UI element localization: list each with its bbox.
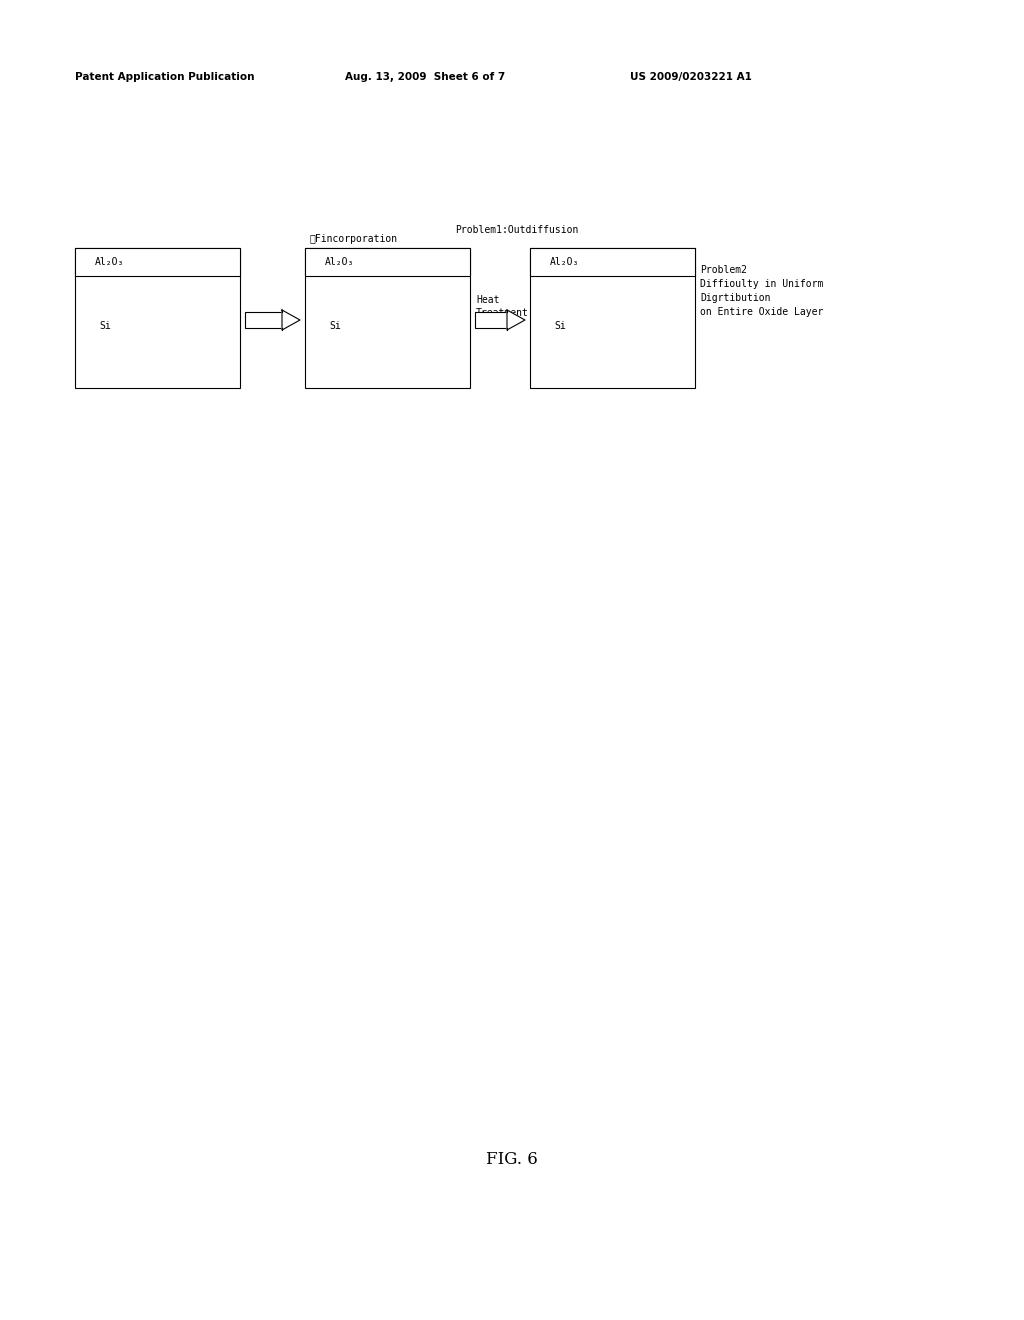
Text: Al₂O₃: Al₂O₃	[325, 257, 354, 267]
Polygon shape	[507, 310, 525, 330]
Text: Si: Si	[330, 321, 341, 331]
Polygon shape	[282, 310, 300, 330]
Text: Aug. 13, 2009  Sheet 6 of 7: Aug. 13, 2009 Sheet 6 of 7	[345, 73, 505, 82]
Text: ①Fincorporation: ①Fincorporation	[310, 234, 398, 244]
Bar	[305, 248, 470, 388]
Bar	[530, 248, 695, 388]
Text: Heat
Treatment: Heat Treatment	[476, 294, 528, 318]
Bar	[305, 248, 470, 276]
Bar	[75, 248, 240, 388]
Text: Problem1:Outdiffusion: Problem1:Outdiffusion	[455, 224, 579, 235]
Text: Problem2
Diffioulty in Uniform
Digrtibution
on Entire Oxide Layer: Problem2 Diffioulty in Uniform Digrtibut…	[700, 265, 823, 317]
Text: Patent Application Publication: Patent Application Publication	[75, 73, 255, 82]
Bar	[75, 248, 240, 276]
Bar	[245, 312, 282, 327]
Text: FIG. 6: FIG. 6	[486, 1151, 538, 1168]
Text: US 2009/0203221 A1: US 2009/0203221 A1	[630, 73, 752, 82]
Text: Al₂O₃: Al₂O₃	[550, 257, 580, 267]
Bar	[530, 248, 695, 276]
Bar	[475, 312, 507, 327]
Text: Al₂O₃: Al₂O₃	[95, 257, 124, 267]
Text: Si: Si	[555, 321, 566, 331]
Text: Si: Si	[99, 321, 112, 331]
